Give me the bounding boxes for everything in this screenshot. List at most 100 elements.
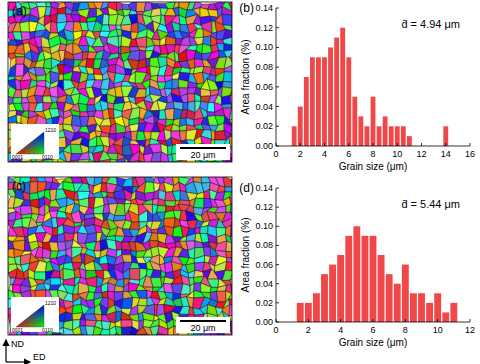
grain	[100, 329, 111, 335]
grain	[101, 283, 108, 293]
bar	[401, 126, 406, 146]
grain	[49, 235, 58, 242]
grain	[172, 79, 179, 89]
grain	[107, 153, 118, 160]
grain	[57, 182, 64, 190]
ipf-label: 1210	[45, 127, 56, 133]
y-tick	[276, 126, 279, 127]
bar	[358, 116, 363, 146]
grain	[174, 51, 179, 62]
ipf-bg	[11, 124, 59, 159]
grain	[179, 79, 189, 88]
grains	[8, 177, 232, 335]
bar	[334, 38, 339, 146]
x-tick	[276, 319, 277, 322]
x-tick	[324, 143, 325, 146]
grain	[94, 286, 101, 293]
bar	[378, 255, 385, 322]
grain	[173, 191, 181, 201]
grain	[8, 64, 16, 76]
grain	[195, 241, 204, 248]
grain	[41, 37, 50, 48]
grain	[173, 7, 179, 16]
grain	[229, 108, 232, 120]
grain	[153, 190, 159, 200]
bar	[443, 126, 448, 146]
bar	[310, 57, 315, 146]
y-tick-label: 0.06	[255, 260, 273, 270]
bar	[370, 236, 377, 322]
x-tick	[397, 143, 398, 146]
x-tick-label: 8	[370, 149, 375, 159]
histogram: 0246810120.000.020.040.060.080.100.120.1…	[239, 181, 475, 348]
bar	[442, 312, 449, 322]
grain	[35, 95, 44, 103]
bar	[346, 57, 351, 146]
grain	[13, 32, 23, 41]
grain	[131, 22, 139, 32]
x-tick	[470, 319, 471, 322]
grain	[201, 89, 211, 97]
grain	[194, 94, 201, 102]
x-tick-label: 14	[441, 149, 451, 159]
grain	[115, 203, 126, 215]
grain	[200, 8, 210, 18]
grain	[202, 44, 212, 54]
grain	[135, 89, 146, 98]
grain	[200, 226, 208, 235]
ipf-bg	[11, 297, 59, 332]
grain	[225, 187, 232, 192]
scale-bar-label: 20 μm	[190, 323, 215, 333]
grain	[14, 53, 24, 57]
x-tick-label: 10	[392, 149, 402, 159]
x-tick-label: 2	[306, 325, 311, 335]
x-tick-label: 6	[370, 325, 375, 335]
y-tick-label: 0.14	[255, 183, 273, 193]
bar	[361, 236, 368, 322]
grain	[57, 233, 65, 242]
grain	[125, 158, 129, 162]
x-tick	[308, 319, 309, 322]
grain	[201, 283, 212, 293]
grain	[80, 15, 87, 22]
grain	[102, 291, 109, 298]
grain	[217, 291, 227, 302]
grain	[123, 283, 129, 292]
bar	[337, 255, 344, 322]
grain	[151, 278, 162, 288]
grain	[116, 241, 122, 251]
grain	[226, 252, 232, 258]
grain	[204, 190, 210, 199]
y-tick	[276, 86, 279, 87]
grain	[201, 124, 211, 130]
grain	[180, 131, 187, 141]
ipf-label: 0001	[12, 327, 23, 333]
grain	[64, 255, 72, 264]
grain	[116, 123, 126, 133]
bar	[402, 265, 409, 322]
grain	[13, 285, 21, 293]
y-tick	[276, 106, 279, 107]
y-tick	[276, 283, 279, 284]
grain	[16, 57, 25, 64]
grain	[87, 8, 96, 18]
grain	[89, 136, 97, 147]
grain	[73, 282, 79, 294]
grain	[121, 320, 132, 328]
grain	[31, 206, 39, 215]
bar	[345, 236, 352, 322]
y-tick-label: 0.02	[255, 121, 273, 131]
grain	[94, 251, 101, 258]
grain	[157, 283, 164, 292]
bar	[407, 136, 412, 146]
y-tick-label: 0.12	[255, 23, 273, 33]
y-tick-label: 0.06	[255, 82, 273, 92]
grain	[165, 201, 176, 207]
grain	[151, 270, 162, 278]
x-tick-label: 6	[346, 149, 351, 159]
grain	[222, 14, 232, 26]
y-tick-label: 0.00	[255, 141, 273, 151]
bar	[305, 303, 312, 322]
x-tick	[340, 319, 341, 322]
grain	[223, 177, 233, 187]
